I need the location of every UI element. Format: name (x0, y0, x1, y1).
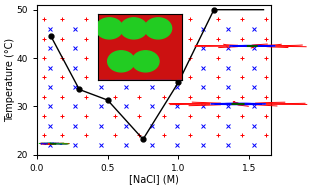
Y-axis label: Temperature (°C): Temperature (°C) (5, 38, 15, 122)
X-axis label: [NaCl] (M): [NaCl] (M) (129, 174, 179, 184)
Circle shape (50, 143, 56, 144)
